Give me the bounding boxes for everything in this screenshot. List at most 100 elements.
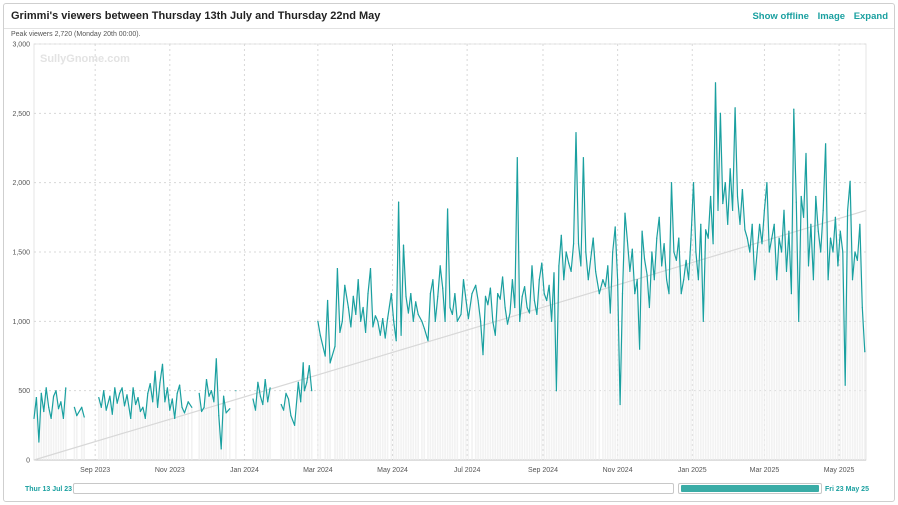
viewer-bar	[768, 252, 771, 460]
data-point	[55, 390, 57, 392]
viewer-bar	[166, 387, 169, 460]
data-point	[442, 287, 444, 289]
series-line-segment	[73, 406, 85, 418]
data-point	[319, 334, 321, 336]
viewer-bar	[722, 203, 724, 460]
data-point	[259, 395, 261, 397]
viewer-bar	[178, 385, 181, 460]
data-point	[327, 299, 329, 302]
x-axis: Sep 2023 Nov 2023 Jan 2024 Mar 2024 May 2024…	[34, 459, 866, 474]
viewer-bar	[863, 351, 866, 460]
viewer-bar	[548, 285, 550, 460]
data-point	[48, 406, 50, 408]
viewer-bar	[118, 393, 121, 460]
data-point	[800, 195, 802, 198]
viewer-bar	[432, 279, 434, 460]
data-point	[778, 237, 780, 239]
navigator-selected-range[interactable]	[681, 485, 819, 492]
data-point	[524, 286, 526, 288]
viewer-bar	[35, 397, 38, 460]
data-point	[519, 320, 521, 322]
data-point	[423, 327, 425, 329]
data-point	[367, 293, 369, 295]
viewer-bar	[121, 387, 123, 460]
viewer-bar	[441, 288, 444, 460]
viewer-bar	[287, 398, 290, 460]
navigator-end-label: Fri 23 May 25	[825, 486, 869, 493]
data-point	[626, 240, 629, 242]
data-point	[360, 320, 362, 322]
data-point	[65, 387, 67, 389]
viewer-bar	[259, 396, 262, 460]
data-point	[509, 312, 511, 314]
data-point	[400, 334, 402, 336]
data-point	[663, 243, 665, 245]
data-point	[702, 320, 704, 322]
viewer-bar	[812, 279, 815, 460]
data-point	[847, 209, 849, 211]
viewer-bar	[536, 314, 538, 460]
x-tick-label: Jul 2024	[454, 467, 481, 474]
navigator-range[interactable]	[678, 483, 822, 494]
viewer-bar	[98, 397, 100, 460]
data-point	[147, 392, 149, 394]
viewer-bar	[744, 229, 746, 460]
viewer-bar	[173, 418, 176, 460]
viewer-bar	[589, 258, 592, 460]
viewer-bar	[412, 321, 415, 460]
chart-actions: Show offline Image Expand	[746, 11, 888, 22]
expand-link[interactable]: Expand	[853, 11, 888, 22]
viewer-bar	[739, 224, 741, 460]
viewer-bar	[807, 265, 810, 460]
viewer-bar	[668, 293, 670, 460]
viewer-bar	[343, 285, 346, 460]
viewer-bar	[352, 296, 355, 460]
navigator-track[interactable]	[73, 483, 674, 494]
viewer-bar	[707, 238, 709, 460]
viewer-bar	[822, 210, 824, 460]
data-point	[641, 230, 643, 232]
data-point	[73, 406, 75, 408]
data-point	[449, 306, 451, 309]
image-link[interactable]: Image	[817, 11, 846, 22]
viewer-bar	[171, 398, 174, 460]
viewer-bar	[748, 252, 751, 460]
data-point	[526, 306, 528, 309]
viewer-bar	[565, 252, 568, 460]
viewer-bar	[484, 296, 487, 460]
data-point	[482, 354, 484, 356]
data-point	[688, 279, 690, 281]
viewer-bar	[641, 231, 643, 460]
viewer-bar	[42, 411, 45, 460]
data-point	[795, 201, 797, 203]
data-point	[829, 237, 832, 239]
viewer-bar	[504, 307, 506, 460]
viewer-bar	[191, 407, 193, 460]
viewer-bar	[467, 318, 470, 460]
data-point	[849, 180, 851, 182]
data-point	[585, 251, 587, 253]
data-point	[379, 334, 381, 336]
viewer-bar	[410, 293, 412, 460]
viewer-bar	[102, 390, 105, 460]
data-point	[161, 363, 164, 365]
viewer-bar	[555, 390, 558, 460]
viewer-bar	[746, 238, 749, 460]
data-point	[837, 265, 839, 267]
data-point	[484, 295, 487, 297]
y-tick-label: 3,000	[12, 42, 30, 49]
viewer-bar	[780, 252, 783, 460]
data-point	[142, 406, 144, 408]
data-point	[365, 331, 367, 333]
data-point	[531, 265, 533, 267]
data-point	[302, 362, 304, 364]
data-point	[668, 293, 670, 295]
data-point	[812, 279, 815, 281]
viewer-bar	[414, 301, 417, 460]
data-point	[683, 279, 685, 281]
show-offline-link[interactable]: Show offline	[752, 11, 809, 22]
data-point	[187, 401, 189, 403]
data-point	[410, 293, 412, 295]
viewer-bar	[570, 271, 572, 460]
data-point	[35, 397, 38, 399]
